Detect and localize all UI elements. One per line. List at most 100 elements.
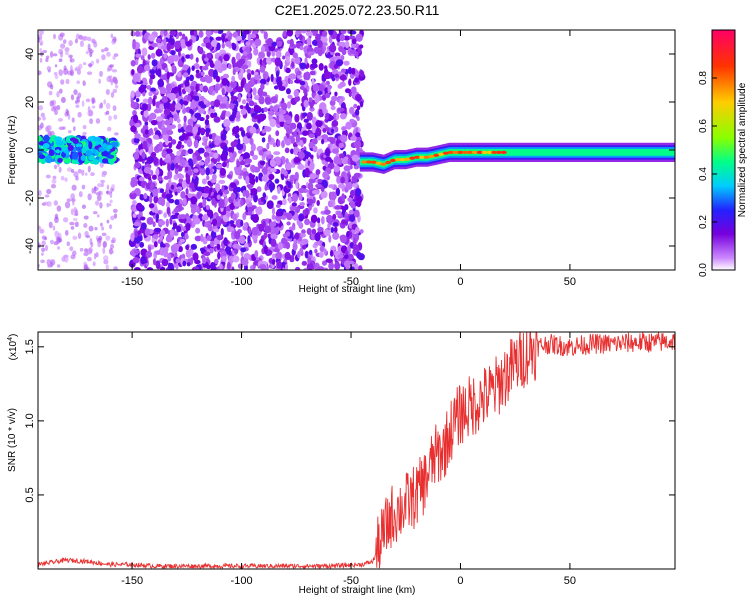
heatmap-cell: [70, 94, 75, 101]
heatmap-cell: [294, 56, 301, 65]
heatmap-cell: [77, 232, 82, 240]
heatmap-cell: [277, 241, 284, 250]
heatmap-cell: [264, 125, 268, 131]
heatmap-cell: [190, 100, 198, 109]
heatmap-cell: [237, 263, 244, 269]
heatmap-cell: [327, 85, 331, 94]
heatmap-cell: [233, 31, 239, 38]
heatmap-cell: [106, 144, 113, 150]
snr-y-multiplier: (x104): [7, 334, 19, 361]
heatmap-cell: [54, 213, 59, 220]
heatmap-cell: [92, 159, 100, 165]
heatmap-cell: [150, 182, 154, 190]
heatmap-cell: [309, 101, 314, 109]
heatmap-cell: [264, 96, 272, 105]
heatmap-cell: [308, 141, 314, 149]
heatmap-cell: [235, 52, 241, 61]
heatmap-cell: [163, 37, 167, 46]
heatmap-cell: [189, 108, 194, 114]
heatmap-cell: [253, 95, 260, 101]
heatmap-cell: [344, 213, 348, 221]
heatmap-cell: [221, 88, 225, 96]
heatmap-cell: [211, 173, 217, 181]
heatmap-cell: [55, 149, 60, 154]
heatmap-cell: [358, 265, 363, 270]
heatmap-cell: [105, 235, 111, 241]
heatmap-cell: [359, 69, 365, 78]
heatmap-cell: [268, 173, 275, 181]
heatmap-cell: [229, 202, 235, 211]
heatmap-cell: [225, 210, 231, 218]
heatmap-cell: [324, 71, 332, 80]
heatmap-cell: [259, 78, 267, 85]
heatmap-cell: [353, 165, 360, 170]
heatmap-cell: [250, 164, 255, 172]
heatmap-cell: [182, 197, 187, 206]
heatmap-cell: [110, 141, 119, 147]
heatmap-cell: [101, 226, 105, 231]
heatmap-cell: [221, 42, 225, 49]
heatmap-cell: [63, 39, 67, 44]
heatmap-cell: [79, 247, 84, 252]
heatmap-cell: [94, 226, 98, 231]
heatmap-cell: [113, 213, 118, 219]
heatmap-cell: [142, 59, 146, 67]
heatmap-cell: [222, 73, 230, 79]
heatmap-cell: [85, 267, 90, 270]
heatmap-cell: [309, 172, 317, 180]
heatmap-cell: [177, 123, 182, 129]
heatmap-cell: [163, 101, 171, 111]
heatmap-cell: [332, 221, 339, 227]
heatmap-cell: [294, 79, 302, 84]
heatmap-cell: [218, 179, 226, 185]
heatmap-cell: [193, 217, 201, 225]
heatmap-cell: [61, 152, 66, 158]
heatmap-cell: [339, 81, 346, 88]
heatmap-cell: [48, 221, 53, 229]
heatmap-cell: [54, 164, 58, 170]
heatmap-cell: [81, 100, 85, 108]
heatmap-cell: [222, 145, 229, 154]
heatmap-cell: [303, 118, 309, 123]
heatmap-cell: [100, 222, 103, 227]
heatmap-cell: [183, 72, 189, 78]
heatmap-cell: [270, 73, 274, 83]
heatmap-cell: [330, 95, 338, 102]
heatmap-cell: [259, 66, 266, 73]
heatmap-cell: [288, 196, 292, 204]
heatmap-cell: [340, 134, 348, 143]
heatmap-cell: [223, 53, 230, 62]
heatmap-cell: [195, 227, 201, 234]
heatmap-cell: [193, 63, 200, 70]
heatmap-cell: [97, 240, 102, 248]
heatmap-cell: [38, 135, 43, 143]
heatmap-cell: [186, 215, 192, 225]
heatmap-cell: [185, 175, 191, 185]
heatmap-cell: [212, 218, 218, 227]
heatmap-cell: [48, 90, 53, 96]
chart-title: C2E1.2025.072.23.50.R11: [275, 2, 440, 18]
heatmap-cell: [58, 88, 63, 94]
heatmap-cell: [353, 103, 358, 109]
heatmap-cell: [261, 175, 268, 182]
heatmap-cell: [165, 182, 170, 192]
heatmap-cell: [191, 65, 195, 71]
heatmap-cell: [294, 113, 300, 123]
heatmap-cell: [91, 187, 95, 194]
heatmap-cell: [69, 246, 74, 252]
heatmap-cell: [231, 42, 236, 48]
heatmap-cell: [267, 134, 272, 143]
heatmap-cell: [106, 51, 111, 57]
heatmap-cell: [182, 100, 189, 106]
heatmap-cell: [143, 64, 151, 72]
heatmap-cell: [232, 255, 240, 263]
heatmap-cell: [47, 130, 52, 137]
heatmap-cell: [238, 174, 243, 180]
heatmap-cell: [42, 116, 46, 121]
heatmap-cell: [153, 108, 161, 114]
heatmap-cell: [317, 266, 325, 270]
colorbar-tick-label: 0.0: [698, 263, 709, 277]
heatmap-cell: [249, 150, 255, 157]
heatmap-cell: [339, 113, 347, 120]
heatmap-cell: [252, 214, 260, 223]
